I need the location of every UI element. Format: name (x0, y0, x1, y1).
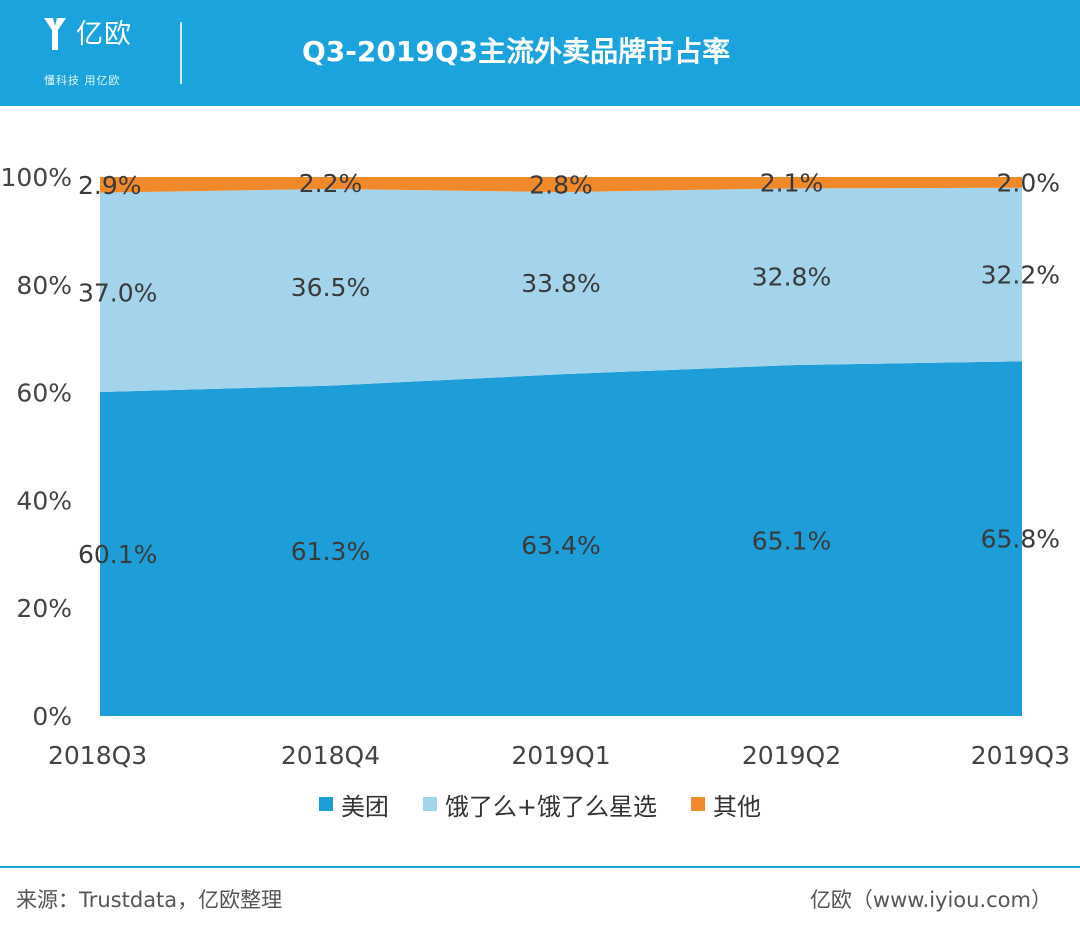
data-label: 65.8% (981, 525, 1060, 554)
y-tick-label: 100% (1, 163, 72, 192)
data-label: 63.4% (521, 531, 600, 560)
legend-swatch (691, 797, 706, 811)
data-label: 33.8% (521, 269, 600, 298)
site-credit: 亿欧（www.iyiou.com） (809, 888, 1052, 912)
x-tick-label: 2018Q4 (281, 741, 380, 770)
area-series-2 (100, 177, 1022, 193)
x-tick-label: 2019Q2 (742, 741, 841, 770)
y-tick-label: 40% (16, 486, 72, 515)
header-divider (180, 22, 182, 84)
x-tick-label: 2018Q3 (48, 741, 147, 770)
y-tick-label: 20% (16, 594, 72, 623)
data-label: 2.0% (996, 168, 1060, 197)
y-tick-label: 60% (16, 379, 72, 408)
brand-slogan: 懂科技 用亿欧 (44, 74, 121, 87)
legend-item: 美团 (318, 787, 389, 822)
legend-swatch (422, 797, 437, 811)
stacked-area-chart: 60.1% 61.3% 63.4% 65.1% 65.8% 37.0% 36.5% 33.8%… (1, 163, 1070, 770)
data-label: 60.1% (78, 540, 157, 569)
data-label: 36.5% (291, 273, 370, 302)
data-label: 2.1% (760, 169, 824, 198)
data-label: 32.8% (752, 263, 831, 292)
data-label: 37.0% (78, 278, 157, 307)
legend-label: 美团 (340, 792, 389, 821)
source-note: 来源：Trustdata，亿欧整理 (16, 888, 283, 912)
logo-icon (44, 18, 66, 50)
header-banner: 亿欧 懂科技 用亿欧 Q3-2019Q3主流外卖品牌市占率 (0, 0, 1080, 106)
brand-name: 亿欧 (76, 19, 132, 50)
data-label: 61.3% (291, 537, 370, 566)
data-label: 65.1% (752, 527, 831, 556)
chart-title: Q3-2019Q3主流外卖品牌市占率 (302, 35, 731, 68)
area-series-0 (100, 361, 1022, 716)
chart-legend: 美团 饿了么+饿了么星选 其他 (0, 786, 1080, 822)
data-label: 32.2% (981, 261, 1060, 290)
area-series-1 (100, 187, 1022, 393)
legend-item: 饿了么+饿了么星选 (422, 787, 658, 822)
y-tick-label: 0% (32, 702, 72, 731)
legend-label: 其他 (713, 792, 762, 821)
brand-logo: 亿欧 懂科技 用亿欧 (40, 14, 150, 94)
data-label: 2.8% (529, 171, 593, 200)
data-label: 2.2% (299, 169, 363, 198)
legend-label: 饿了么+饿了么星选 (444, 792, 658, 821)
x-tick-label: 2019Q3 (971, 741, 1070, 770)
footer-divider (0, 866, 1080, 868)
y-tick-label: 80% (16, 271, 72, 300)
data-label: 2.9% (78, 171, 142, 200)
legend-swatch (318, 797, 333, 811)
legend-item: 其他 (691, 787, 761, 822)
x-tick-label: 2019Q1 (511, 741, 610, 770)
